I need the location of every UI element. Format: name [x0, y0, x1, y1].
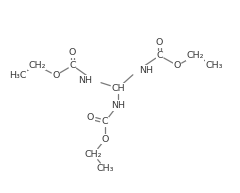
Text: C: C [102, 117, 108, 126]
Text: C: C [156, 51, 163, 60]
Text: O: O [174, 61, 181, 70]
Text: H₃C: H₃C [9, 71, 27, 80]
Text: CH₂: CH₂ [28, 61, 46, 70]
Text: CH₂: CH₂ [84, 150, 102, 159]
Text: CH: CH [111, 84, 125, 93]
Text: C: C [69, 61, 76, 70]
Text: NH: NH [139, 66, 153, 75]
Text: O: O [52, 71, 60, 80]
Text: NH: NH [78, 76, 92, 85]
Text: NH: NH [111, 101, 125, 110]
Text: O: O [69, 48, 76, 57]
Text: CH₂: CH₂ [186, 51, 204, 60]
Text: CH₃: CH₃ [96, 164, 114, 174]
Text: O: O [156, 38, 163, 47]
Text: O: O [87, 113, 94, 122]
Text: O: O [102, 135, 109, 144]
Text: CH₃: CH₃ [205, 61, 223, 70]
